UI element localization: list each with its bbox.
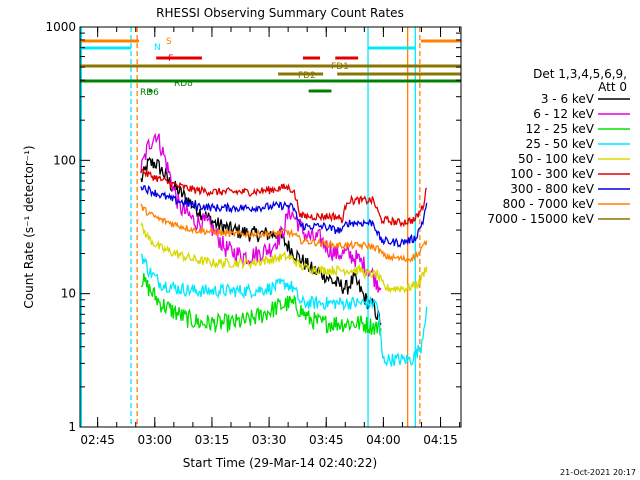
- series-line: [140, 203, 428, 263]
- chart-title: RHESSI Observing Summary Count Rates: [156, 6, 404, 20]
- legend-label: 7000 - 15000 keV: [487, 212, 594, 226]
- series-line: [140, 184, 428, 248]
- y-tick-label: 100: [53, 153, 76, 167]
- flag-bar: [335, 56, 359, 60]
- y-axis-label: Count Rate (s⁻¹ detector⁻¹): [22, 145, 36, 308]
- x-tick-label: 03:00: [137, 433, 172, 447]
- footer-date: 21-Oct-2021 20:17: [560, 468, 636, 477]
- flag-bar: [308, 89, 332, 93]
- y-tick-label: 10: [61, 287, 76, 301]
- series-line: [140, 168, 428, 228]
- legend-label: 800 - 7000 keV: [503, 197, 595, 211]
- y-axis: 1 10 100 1000: [45, 20, 461, 434]
- flag-bar: [148, 89, 152, 93]
- x-tick-label: 04:00: [366, 433, 401, 447]
- legend-label: 6 - 12 keV: [533, 107, 595, 121]
- x-axis: 02:45 03:00 03:15 03:30 03:45 04:00 04:15: [80, 27, 461, 447]
- flag-labels: SNF FD1 FD2 RD8 RD6: [140, 37, 349, 98]
- flag-bar: [368, 46, 416, 50]
- legend-header: Det 1,3,4,5,6,9,: [533, 67, 627, 81]
- legend-label: 50 - 100 keV: [518, 152, 595, 166]
- flag-label: FD2: [298, 71, 316, 81]
- flag-bar: [278, 72, 461, 76]
- flag-label: S: [166, 37, 172, 47]
- flag-label: RD8: [174, 79, 193, 89]
- flag-bar: [80, 46, 132, 50]
- series-lines: [140, 132, 428, 367]
- flag-gap: [323, 72, 338, 77]
- y-tick-label: 1: [68, 420, 76, 434]
- x-tick-label: 03:15: [195, 433, 230, 447]
- x-tick-label: 03:30: [252, 433, 287, 447]
- y-tick-label: 1000: [45, 20, 76, 34]
- x-axis-label: Start Time (29-Mar-14 02:40:22): [183, 456, 377, 470]
- legend-label: 12 - 25 keV: [526, 122, 595, 136]
- x-tick-label: 04:15: [423, 433, 458, 447]
- flag-label: RD6: [140, 88, 159, 98]
- flag-bar: [80, 64, 461, 68]
- plot-frame: [79, 26, 462, 428]
- series-line: [141, 273, 382, 336]
- flag-bar: [80, 39, 140, 43]
- flag-bar: [80, 79, 461, 83]
- x-tick-label: 02:45: [80, 433, 115, 447]
- series-line: [140, 253, 428, 367]
- flag-bar: [156, 56, 202, 60]
- legend-label: 100 - 300 keV: [510, 167, 594, 181]
- flag-bars: [80, 39, 461, 93]
- flag-bar: [302, 56, 321, 60]
- series-line: [140, 221, 428, 294]
- x-tick-label: 03:45: [309, 433, 344, 447]
- legend-label: 25 - 50 keV: [526, 137, 595, 151]
- flag-label: F: [168, 54, 173, 64]
- flag-label: FD1: [331, 62, 349, 72]
- series-line: [140, 156, 382, 327]
- flag-label: N: [154, 43, 161, 53]
- flag-bar: [420, 39, 461, 43]
- legend-label: 300 - 800 keV: [510, 182, 594, 196]
- legend-label: 3 - 6 keV: [541, 92, 595, 106]
- legend-header: Att 0: [598, 80, 627, 94]
